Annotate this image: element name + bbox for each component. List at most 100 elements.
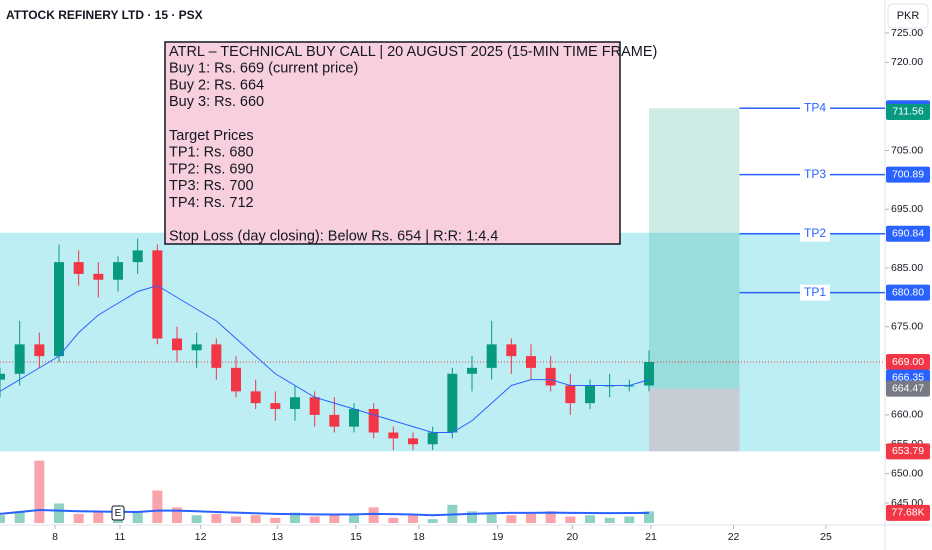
currency[interactable]: PKR bbox=[897, 10, 920, 22]
volume-bar bbox=[388, 517, 399, 523]
annotation-line: Buy 3: Rs. 660 bbox=[169, 94, 264, 110]
candle-body bbox=[329, 414, 340, 427]
price-tag bbox=[886, 443, 930, 460]
volume-bar bbox=[211, 513, 222, 523]
volume-bar bbox=[290, 512, 300, 523]
candle-body bbox=[585, 385, 595, 404]
volume-bar bbox=[270, 517, 281, 523]
target-name-bg bbox=[800, 225, 830, 242]
volume-bar bbox=[34, 460, 45, 523]
currency-box[interactable] bbox=[887, 3, 929, 29]
candle-body bbox=[388, 432, 399, 439]
price-tag bbox=[886, 225, 930, 242]
x-tick-label: 20 bbox=[566, 531, 578, 543]
candle-body bbox=[309, 397, 320, 415]
price-tag bbox=[886, 380, 930, 397]
candle-body bbox=[54, 262, 64, 357]
volume-bar bbox=[231, 516, 241, 523]
volume-bar bbox=[427, 519, 438, 523]
candle-body bbox=[73, 262, 84, 274]
candle-body bbox=[14, 344, 25, 374]
candle-body bbox=[231, 367, 241, 392]
target-name-bg bbox=[800, 166, 830, 183]
volume-bar bbox=[172, 507, 182, 523]
volume-bar bbox=[585, 515, 595, 523]
volume-bar bbox=[604, 517, 615, 523]
candle-body bbox=[526, 356, 536, 368]
volume-bar bbox=[467, 511, 477, 523]
price-tag-label: 653.79 bbox=[892, 445, 924, 457]
volume-bar bbox=[506, 515, 517, 523]
x-tick-label: 13 bbox=[271, 531, 283, 543]
volume-bar bbox=[73, 513, 84, 523]
y-tick-label: 720.00 bbox=[891, 56, 923, 68]
annotation-line: Buy 2: Rs. 664 bbox=[169, 77, 264, 93]
x-tick-label: 19 bbox=[492, 531, 504, 543]
price-tag-label: 690.84 bbox=[892, 227, 924, 239]
price-tag-label: 666.35 bbox=[892, 371, 924, 383]
candle-body bbox=[545, 367, 556, 386]
annotation-line: TP4: Rs. 712 bbox=[169, 195, 254, 211]
y-tick-label: 650.00 bbox=[891, 467, 923, 479]
position-stop bbox=[649, 388, 740, 452]
x-tick-label: 18 bbox=[413, 531, 425, 543]
candle-body bbox=[486, 344, 497, 368]
candle-body bbox=[467, 367, 477, 374]
target-name-bg bbox=[800, 284, 830, 301]
x-tick-label: 8 bbox=[52, 531, 58, 543]
annotation-line: Target Prices bbox=[169, 128, 254, 144]
earnings-label: E bbox=[115, 508, 122, 519]
y-tick-label: 660.00 bbox=[891, 409, 923, 421]
candle-body bbox=[270, 403, 281, 409]
price-tag-label: 669.00 bbox=[892, 356, 924, 368]
candle-body bbox=[427, 432, 438, 445]
volume-ma bbox=[0, 508, 650, 517]
annotation-line: TP2: Rs. 690 bbox=[169, 161, 254, 177]
price-tag-label: 700.89 bbox=[892, 168, 924, 180]
annotation-line: Buy 1: Rs. 669 (current price) bbox=[169, 61, 358, 77]
volume-bar bbox=[250, 515, 261, 523]
candle-body bbox=[172, 338, 182, 351]
volume-bar bbox=[309, 516, 320, 523]
x-tick-label: 12 bbox=[195, 531, 207, 543]
candle-body bbox=[191, 344, 202, 351]
volume-bar bbox=[329, 515, 340, 523]
candle-body bbox=[132, 250, 143, 263]
volume-bar bbox=[526, 513, 536, 523]
x-tick-label: 25 bbox=[820, 531, 832, 543]
candle-body bbox=[113, 262, 123, 280]
annotation-line: TP3: Rs. 700 bbox=[169, 178, 254, 194]
price-tag-label: 711.56 bbox=[892, 106, 923, 118]
x-tick-label: 22 bbox=[728, 531, 740, 543]
volume-bar bbox=[565, 516, 576, 523]
annotation-line: ATRL – TECHNICAL BUY CALL | 20 AUGUST 20… bbox=[169, 44, 657, 60]
volume-bar bbox=[0, 515, 5, 523]
y-tick-label: 725.00 bbox=[891, 27, 923, 39]
annotation-line: Stop Loss (day closing): Below Rs. 654 |… bbox=[169, 229, 498, 245]
y-tick-label: 705.00 bbox=[891, 144, 923, 156]
candle-body bbox=[349, 409, 359, 427]
volume-bar bbox=[408, 515, 418, 523]
candle-body bbox=[644, 362, 654, 386]
y-tick-label: 695.00 bbox=[891, 203, 923, 215]
target-name-bg bbox=[800, 100, 830, 117]
target-name: TP4 bbox=[804, 100, 826, 114]
candle-body bbox=[152, 250, 163, 339]
price-tag-label: 680.80 bbox=[892, 286, 924, 298]
candle-body bbox=[368, 409, 379, 433]
candle-body bbox=[250, 391, 261, 404]
candle-body bbox=[408, 438, 418, 445]
annotation-line: TP1: Rs. 680 bbox=[169, 145, 254, 161]
price-tag bbox=[886, 284, 930, 301]
volume-bar bbox=[368, 507, 379, 523]
price-tag bbox=[886, 354, 930, 370]
position-target bbox=[649, 108, 740, 389]
zone bbox=[0, 232, 880, 452]
volume-bar bbox=[191, 515, 202, 523]
target-name: TP3 bbox=[804, 167, 826, 181]
candle-body bbox=[290, 397, 300, 409]
y-tick-label: 675.00 bbox=[891, 321, 923, 333]
volume-bar bbox=[486, 512, 497, 523]
candle-body bbox=[0, 373, 5, 380]
